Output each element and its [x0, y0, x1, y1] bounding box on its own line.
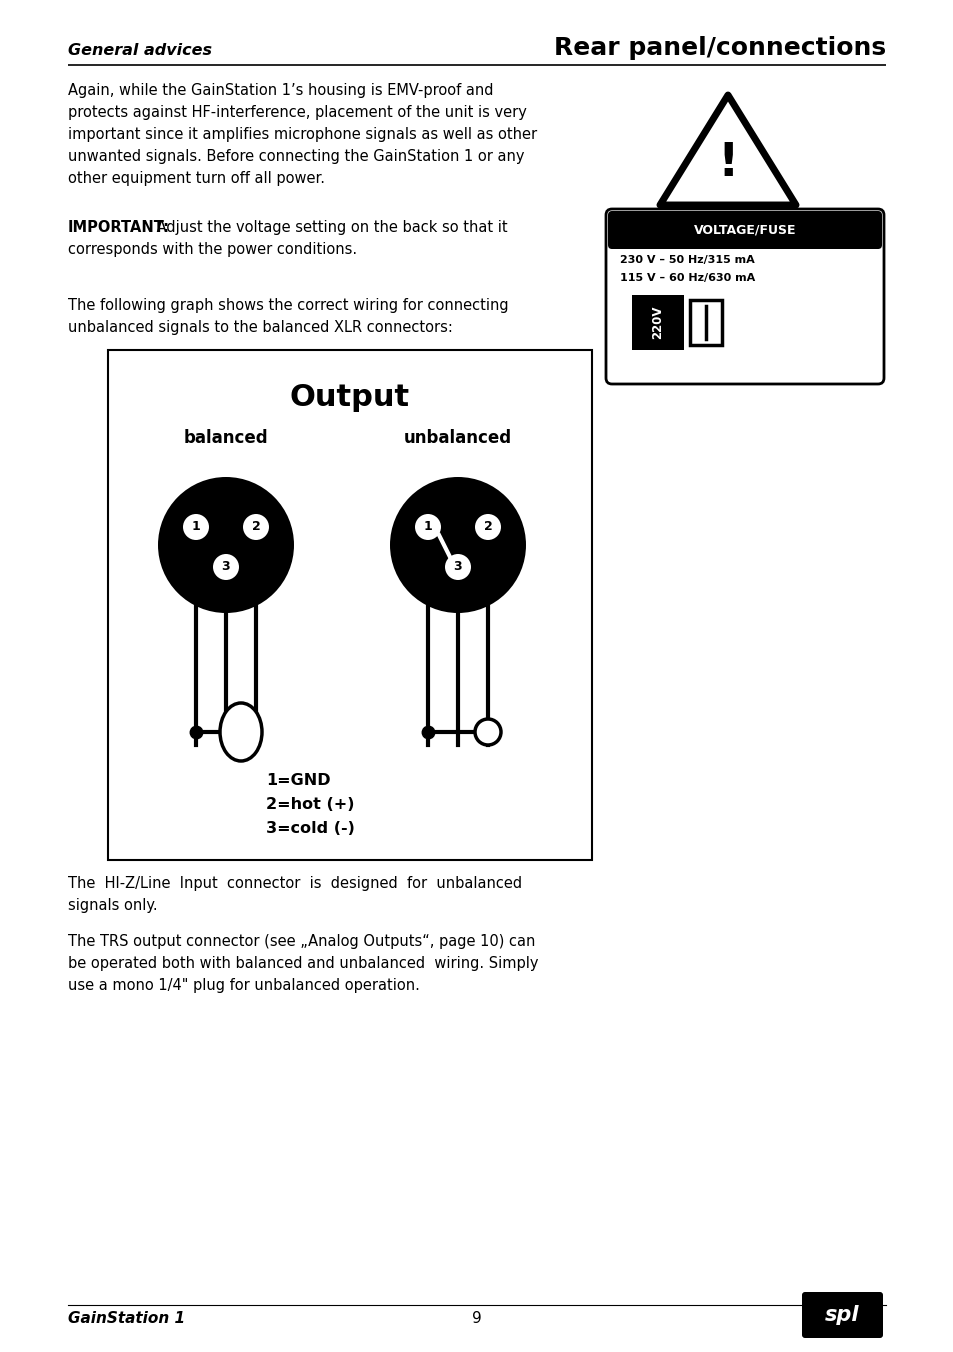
Text: The TRS output connector (see „Analog Outputs“, page 10) can: The TRS output connector (see „Analog Ou… — [68, 934, 535, 949]
Text: VOLTAGE/FUSE: VOLTAGE/FUSE — [693, 223, 796, 237]
Text: Adjust the voltage setting on the back so that it: Adjust the voltage setting on the back s… — [152, 220, 507, 235]
Text: 2: 2 — [252, 521, 260, 534]
Text: unbalanced signals to the balanced XLR connectors:: unbalanced signals to the balanced XLR c… — [68, 320, 453, 335]
Text: 9: 9 — [472, 1311, 481, 1326]
Ellipse shape — [220, 703, 262, 761]
Text: unwanted signals. Before connecting the GainStation 1 or any: unwanted signals. Before connecting the … — [68, 149, 524, 164]
Text: protects against HF-interference, placement of the unit is very: protects against HF-interference, placem… — [68, 105, 526, 120]
Polygon shape — [659, 95, 795, 206]
Circle shape — [390, 477, 525, 612]
FancyBboxPatch shape — [607, 211, 882, 249]
Text: Rear panel/connections: Rear panel/connections — [554, 37, 885, 59]
Circle shape — [475, 514, 500, 539]
Circle shape — [444, 554, 471, 580]
Circle shape — [243, 514, 269, 539]
Text: 2=hot (+): 2=hot (+) — [266, 796, 355, 813]
Text: balanced: balanced — [184, 429, 268, 448]
Text: 1=GND: 1=GND — [266, 773, 331, 788]
Text: spl: spl — [824, 1305, 859, 1325]
Circle shape — [183, 514, 209, 539]
Text: use a mono 1/4" plug for unbalanced operation.: use a mono 1/4" plug for unbalanced oper… — [68, 977, 419, 992]
Text: 1: 1 — [423, 521, 432, 534]
Text: Output: Output — [290, 384, 410, 412]
Text: 230 V – 50 Hz/315 mA: 230 V – 50 Hz/315 mA — [619, 256, 754, 265]
FancyBboxPatch shape — [801, 1293, 882, 1338]
Bar — [689, 300, 721, 345]
Text: IMPORTANT:: IMPORTANT: — [68, 220, 170, 235]
Circle shape — [475, 719, 500, 745]
Text: 3=cold (-): 3=cold (-) — [266, 821, 355, 836]
Bar — [108, 350, 592, 860]
Text: corresponds with the power conditions.: corresponds with the power conditions. — [68, 242, 356, 257]
Text: be operated both with balanced and unbalanced  wiring. Simply: be operated both with balanced and unbal… — [68, 956, 537, 971]
Text: 115 V – 60 Hz/630 mA: 115 V – 60 Hz/630 mA — [619, 273, 755, 283]
Text: other equipment turn off all power.: other equipment turn off all power. — [68, 170, 325, 187]
Text: unbalanced: unbalanced — [403, 429, 512, 448]
Bar — [631, 295, 683, 350]
Text: GainStation 1: GainStation 1 — [68, 1311, 185, 1326]
Text: Again, while the GainStation 1’s housing is EMV-proof and: Again, while the GainStation 1’s housing… — [68, 82, 493, 97]
Text: !: ! — [717, 141, 738, 185]
Text: 2: 2 — [483, 521, 492, 534]
Text: The following graph shows the correct wiring for connecting: The following graph shows the correct wi… — [68, 297, 508, 314]
Text: General advices: General advices — [68, 43, 212, 58]
Circle shape — [415, 514, 440, 539]
Circle shape — [158, 477, 294, 612]
Text: signals only.: signals only. — [68, 898, 157, 913]
Text: 3: 3 — [454, 561, 462, 573]
Circle shape — [213, 554, 239, 580]
Text: important since it amplifies microphone signals as well as other: important since it amplifies microphone … — [68, 127, 537, 142]
Text: 220V: 220V — [651, 306, 664, 339]
Text: The  HI-Z/Line  Input  connector  is  designed  for  unbalanced: The HI-Z/Line Input connector is designe… — [68, 876, 521, 891]
Text: 1: 1 — [192, 521, 200, 534]
Text: 3: 3 — [221, 561, 230, 573]
FancyBboxPatch shape — [605, 210, 883, 384]
